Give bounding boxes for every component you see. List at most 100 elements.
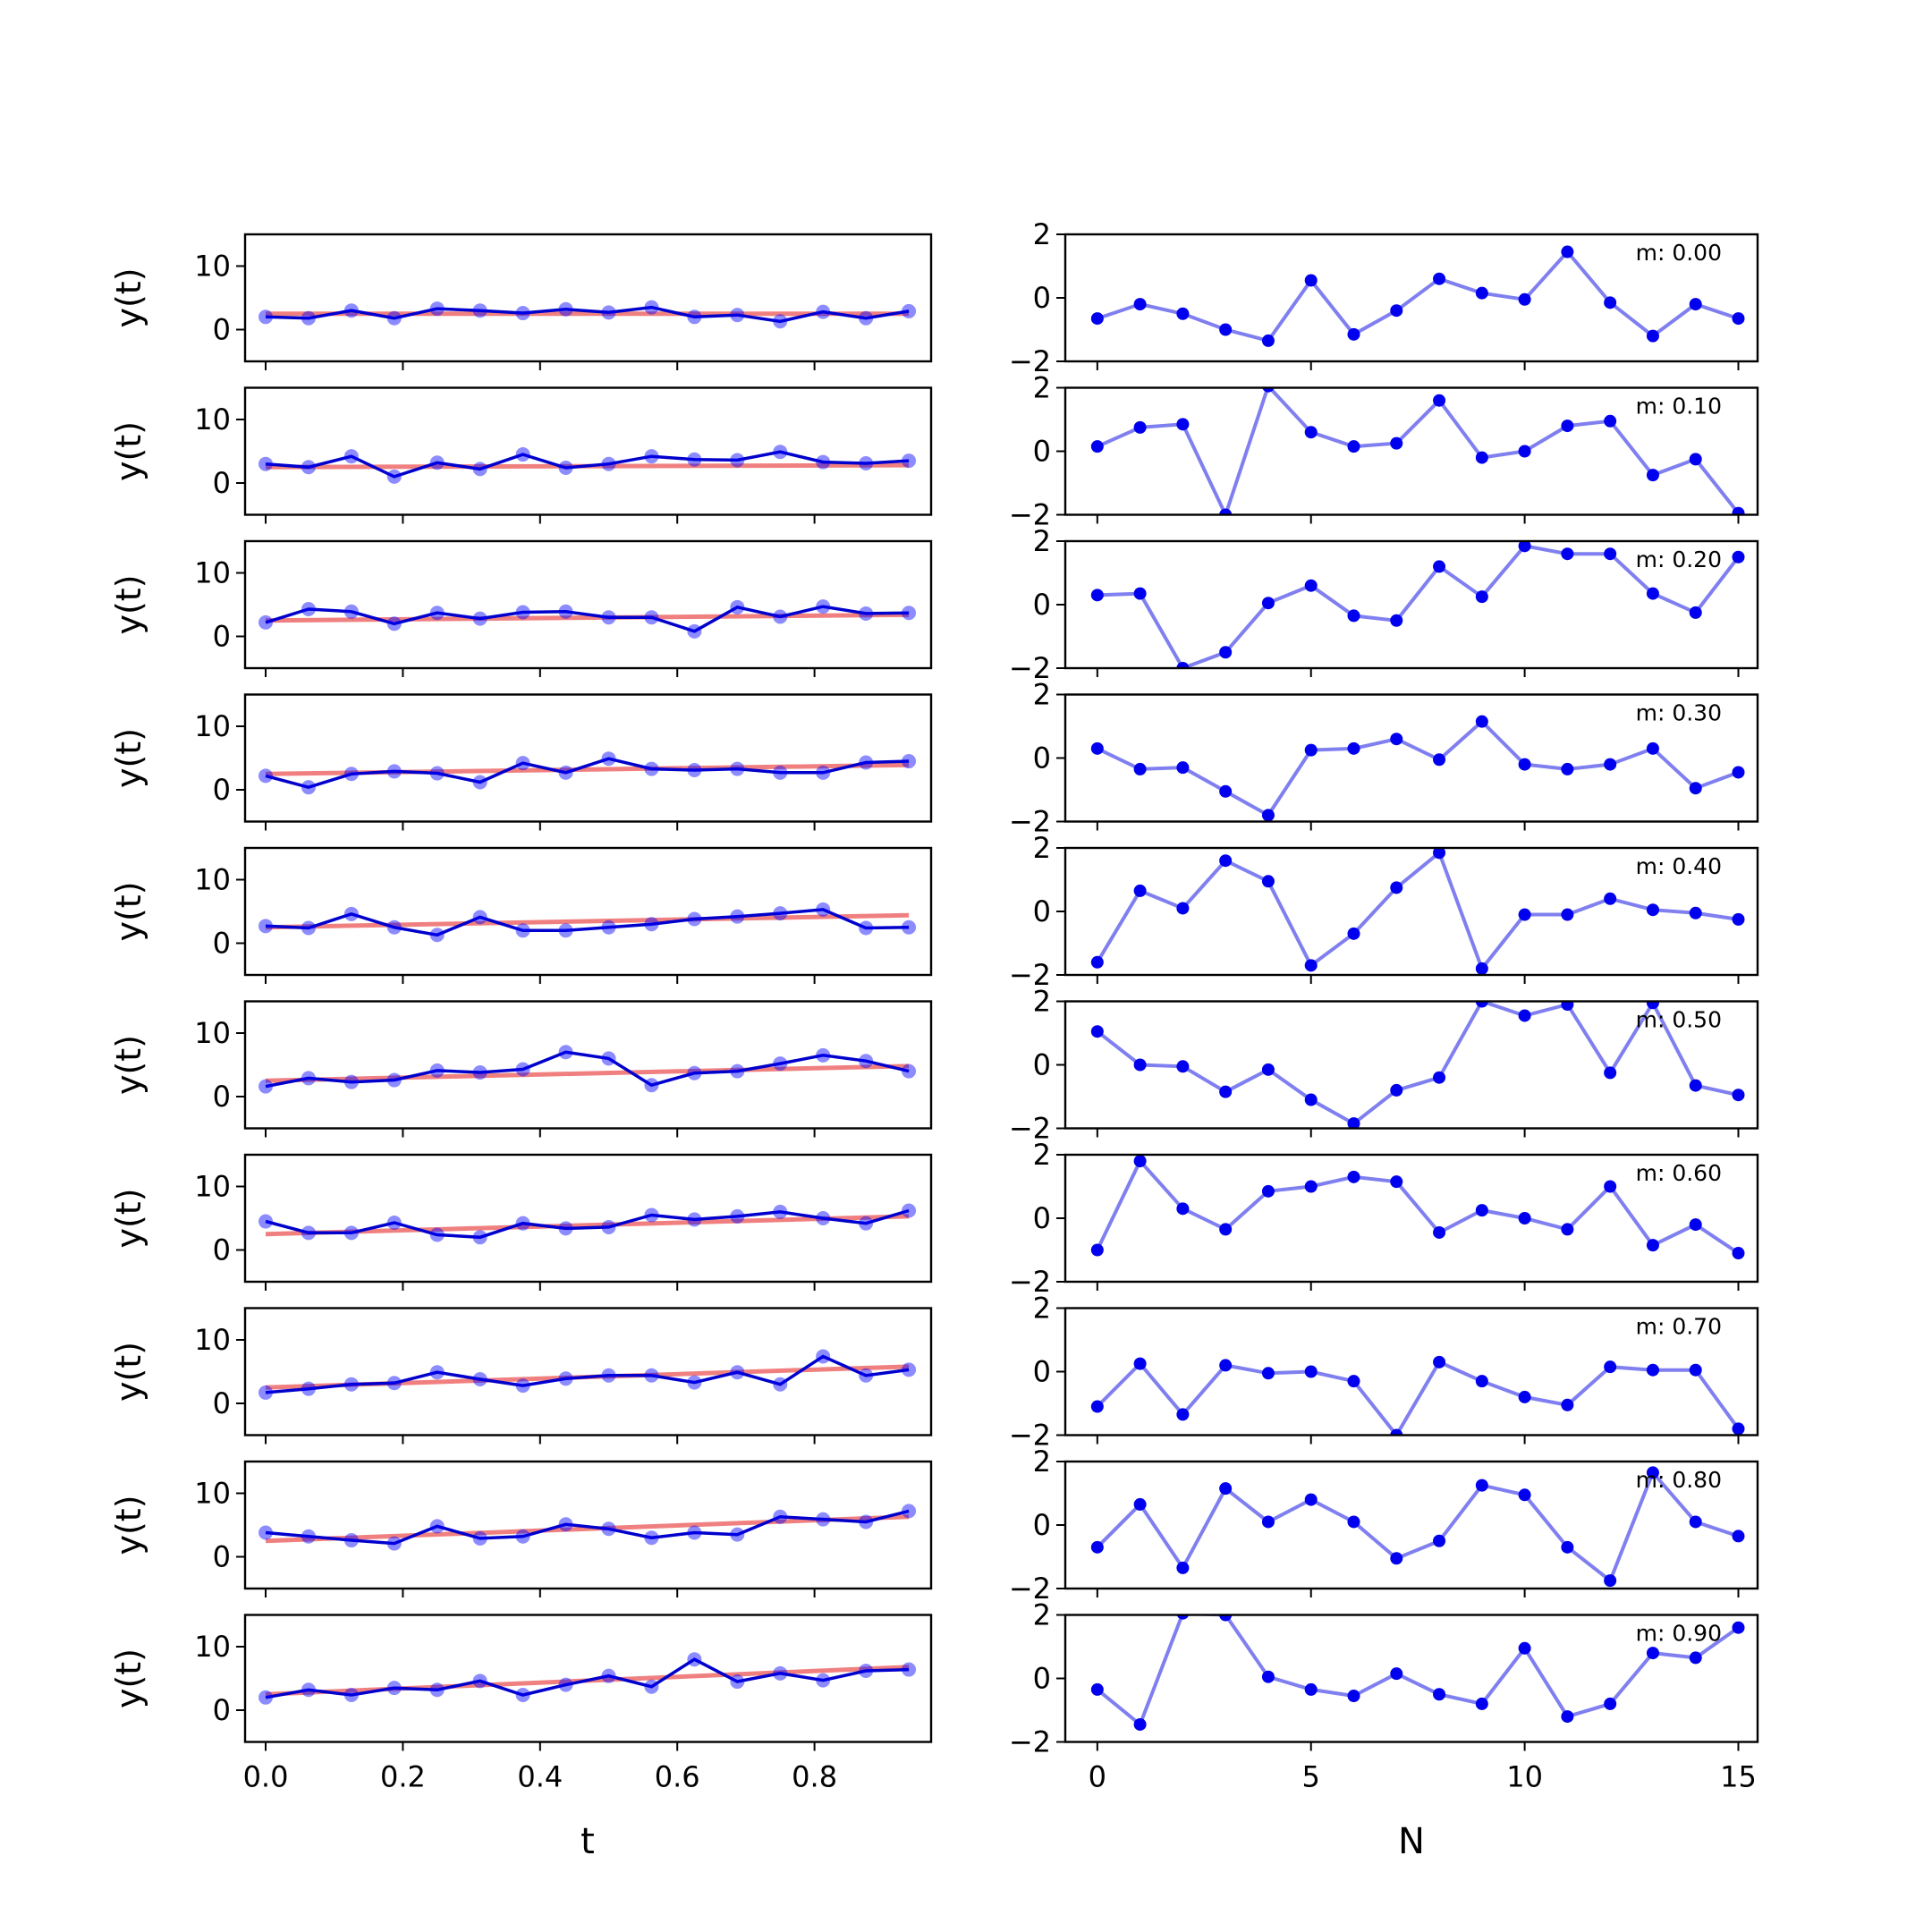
data-point xyxy=(386,1536,402,1551)
y-tick-label: 10 xyxy=(194,556,231,590)
data-point xyxy=(1518,758,1531,771)
data-point xyxy=(1133,298,1147,311)
panel-label: m: 0.40 xyxy=(1636,853,1722,879)
data-point xyxy=(1261,334,1275,347)
right-panel-7: m: 0.60 −2 0 2 xyxy=(1009,1138,1759,1299)
data-point xyxy=(902,754,917,769)
data-point xyxy=(1646,1363,1659,1377)
data-point xyxy=(1176,1060,1190,1073)
right-panel-6: m: 0.50 −2 0 2 xyxy=(1009,985,1759,1146)
x-tick-label: 10 xyxy=(1506,1760,1543,1794)
data-point xyxy=(258,1079,274,1094)
data-point xyxy=(515,447,530,462)
data-point xyxy=(773,1509,788,1524)
x-tick-label: 15 xyxy=(1720,1760,1757,1794)
data-point xyxy=(386,1215,402,1230)
data-point xyxy=(687,309,702,325)
data-point xyxy=(1390,1083,1403,1097)
data-point xyxy=(429,766,445,781)
data-point xyxy=(1689,1363,1702,1377)
data-point xyxy=(730,909,745,924)
y-axis-label: y(t) xyxy=(109,728,148,788)
y-tick-label: 2 xyxy=(1033,831,1051,865)
right-panel-5: m: 0.40 −2 0 2 xyxy=(1009,831,1759,992)
axes-frame xyxy=(243,539,933,670)
data-point xyxy=(1304,1365,1318,1378)
data-point xyxy=(1732,506,1745,515)
series-line xyxy=(265,450,910,479)
data-point xyxy=(1689,1651,1702,1665)
data-point xyxy=(472,910,487,925)
data-point xyxy=(386,1072,402,1088)
y-tick-label: −2 xyxy=(1009,805,1051,839)
left-panel-2: 0 10 y(t) xyxy=(109,386,933,524)
y-tick-label: −2 xyxy=(1009,1419,1051,1453)
panel-label: m: 0.20 xyxy=(1636,547,1722,572)
data-point xyxy=(601,1219,616,1234)
data-point xyxy=(429,1519,445,1534)
data-point xyxy=(644,300,659,315)
y-tick-label: 2 xyxy=(1033,371,1051,405)
data-point xyxy=(1133,1058,1147,1072)
y-tick-label: −2 xyxy=(1009,1265,1051,1299)
fit-line xyxy=(265,1514,910,1544)
data-point xyxy=(1261,809,1275,822)
y-tick-label: 0 xyxy=(1033,1355,1051,1389)
data-point xyxy=(1561,1223,1574,1236)
data-point xyxy=(1604,1360,1617,1374)
series-line xyxy=(265,605,910,633)
data-point xyxy=(386,764,402,779)
data-point xyxy=(687,1212,702,1227)
data-point xyxy=(515,923,530,938)
data-point xyxy=(773,1056,788,1072)
data-point xyxy=(816,599,831,614)
data-point xyxy=(343,1533,359,1548)
data-point xyxy=(1390,614,1403,627)
data-point xyxy=(730,308,745,323)
x-tick-label: 0.2 xyxy=(380,1760,426,1794)
x-tick-label: 0.8 xyxy=(792,1760,837,1794)
y-axis-label: y(t) xyxy=(109,1035,148,1095)
data-point xyxy=(1390,304,1403,318)
data-point xyxy=(386,616,402,631)
data-point xyxy=(1604,1180,1617,1193)
data-point xyxy=(1604,1574,1617,1588)
plot-area xyxy=(1090,1466,1745,1588)
data-point xyxy=(1732,1247,1745,1260)
data-point xyxy=(730,599,745,614)
data-point xyxy=(1604,1066,1617,1080)
fit-line xyxy=(265,612,910,623)
panel-label: m: 0.10 xyxy=(1636,394,1722,419)
data-point xyxy=(343,604,359,619)
data-point xyxy=(859,1216,874,1231)
data-point xyxy=(1689,1218,1702,1232)
data-point xyxy=(687,762,702,777)
right-panel-2: m: 0.10 −2 0 2 xyxy=(1009,371,1759,532)
data-point xyxy=(1475,451,1488,464)
data-point xyxy=(816,1349,831,1364)
y-tick-label: −2 xyxy=(1009,958,1051,992)
data-point xyxy=(1561,1710,1574,1724)
left-panel-7: 0 10 y(t) xyxy=(109,1153,933,1291)
data-point xyxy=(687,1065,702,1080)
data-point xyxy=(1518,1212,1531,1224)
data-point xyxy=(558,923,573,938)
left-x-axis-label: t xyxy=(580,1821,595,1862)
data-point xyxy=(1732,766,1745,779)
x-tick-label: 0.4 xyxy=(517,1760,563,1794)
data-point xyxy=(386,919,402,935)
data-point xyxy=(1561,419,1574,433)
panel-label: m: 0.50 xyxy=(1636,1007,1722,1033)
data-point xyxy=(1390,1428,1403,1436)
data-point xyxy=(644,449,659,464)
data-point xyxy=(258,1525,274,1540)
data-point xyxy=(1133,762,1147,775)
data-point xyxy=(1090,741,1104,755)
left-panel-10: 0 10 0.0 0.2 0.4 0.6 0.8 y(t) xyxy=(109,1614,933,1794)
data-point xyxy=(429,928,445,943)
data-point xyxy=(1732,312,1745,326)
plot-area xyxy=(1090,848,1745,975)
data-point xyxy=(1390,1175,1403,1189)
data-point xyxy=(1646,587,1659,600)
data-point xyxy=(1475,1697,1488,1710)
